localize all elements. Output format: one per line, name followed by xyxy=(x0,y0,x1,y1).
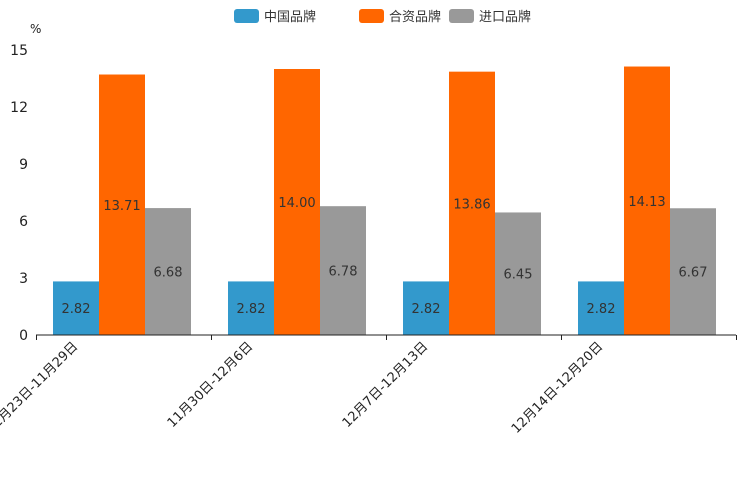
data-label-1-3: 2.82 xyxy=(412,302,441,317)
data-label-3-3: 6.45 xyxy=(504,268,533,283)
legend-swatch-2[interactable] xyxy=(359,9,384,23)
bar-3-2[interactable] xyxy=(320,206,366,335)
legend-swatch-3[interactable] xyxy=(449,9,474,23)
y-tick-label-9: 9 xyxy=(19,157,28,173)
legend-label-3[interactable]: 进口品牌 xyxy=(479,9,531,25)
x-tick-label-3: 12月7日-12月13日 xyxy=(340,339,432,431)
legend-label-1[interactable]: 中国品牌 xyxy=(264,9,316,25)
legend: 中国品牌 合资品牌 进口品牌 xyxy=(234,9,531,25)
legend-swatch-1[interactable] xyxy=(234,9,259,23)
y-tick-label-15: 15 xyxy=(10,43,28,59)
y-tick-label-3: 3 xyxy=(19,271,28,287)
bar-3-1[interactable] xyxy=(145,208,191,335)
bar-2-4[interactable] xyxy=(624,66,670,335)
data-label-3-1: 6.68 xyxy=(154,266,183,281)
bar-3-3[interactable] xyxy=(495,212,541,335)
data-label-2-1: 13.71 xyxy=(103,199,140,214)
bar-1-1[interactable] xyxy=(53,281,99,335)
bar-1-4[interactable] xyxy=(578,281,624,335)
data-label-1-1: 2.82 xyxy=(62,302,91,317)
data-label-2-3: 13.86 xyxy=(453,197,490,212)
bar-2-2[interactable] xyxy=(274,69,320,335)
y-axis-unit-label: % xyxy=(30,22,41,36)
data-label-2-2: 14.00 xyxy=(278,196,315,211)
x-axis-tick-labels: 11月23日-11月29日 11月30日-12月6日 12月7日-12月13日 12月… xyxy=(0,339,606,436)
data-label-1-2: 2.82 xyxy=(237,302,266,317)
y-axis-ticks: 0 3 6 9 12 15 xyxy=(10,43,28,344)
bar-2-1[interactable] xyxy=(99,74,145,335)
axes xyxy=(36,334,737,340)
bar-3-4[interactable] xyxy=(670,208,716,335)
x-tick-label-4: 12月14日-12月20日 xyxy=(509,339,606,436)
bar-1-2[interactable] xyxy=(228,281,274,335)
x-tick-label-1: 11月23日-11月29日 xyxy=(0,339,81,436)
y-tick-label-6: 6 xyxy=(19,214,28,230)
bar-series: 2.82 13.71 6.68 2.82 14.00 6.78 2.82 13.86 6.45 2… xyxy=(53,66,716,335)
bar-1-3[interactable] xyxy=(403,281,449,335)
data-label-3-4: 6.67 xyxy=(679,266,708,281)
data-label-1-4: 2.82 xyxy=(587,302,616,317)
data-label-3-2: 6.78 xyxy=(329,265,358,280)
x-tick-label-2: 11月30日-12月6日 xyxy=(165,339,257,431)
legend-label-2[interactable]: 合资品牌 xyxy=(389,9,441,25)
bar-2-3[interactable] xyxy=(449,71,495,335)
y-tick-label-12: 12 xyxy=(10,100,28,116)
y-tick-label-0: 0 xyxy=(19,328,28,344)
data-label-2-4: 14.13 xyxy=(628,195,665,210)
